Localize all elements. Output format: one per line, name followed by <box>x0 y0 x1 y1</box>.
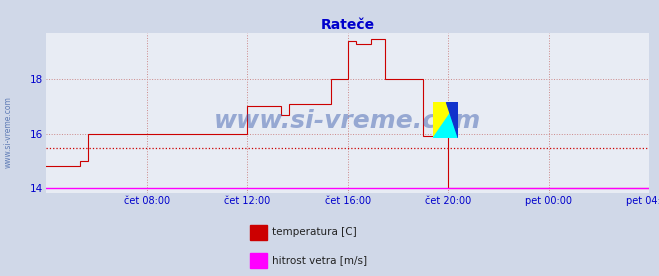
Text: temperatura [C]: temperatura [C] <box>272 227 357 237</box>
Text: hitrost vetra [m/s]: hitrost vetra [m/s] <box>272 255 366 265</box>
Polygon shape <box>446 102 458 137</box>
Text: www.si-vreme.com: www.si-vreme.com <box>3 97 13 168</box>
Polygon shape <box>434 102 458 137</box>
Text: www.si-vreme.com: www.si-vreme.com <box>214 109 481 133</box>
Title: Rateče: Rateče <box>320 18 375 32</box>
Polygon shape <box>434 102 458 137</box>
